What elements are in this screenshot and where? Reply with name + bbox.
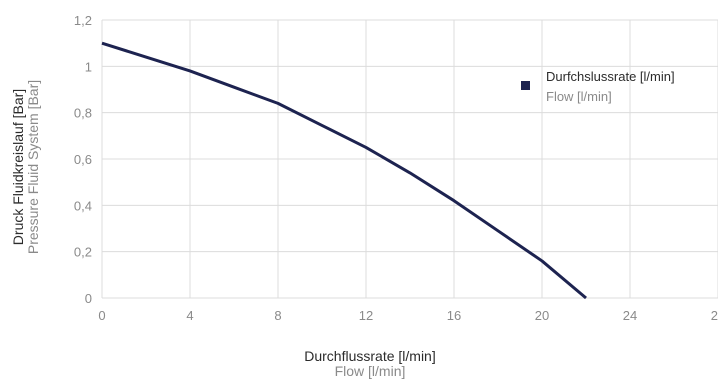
legend: Durfchslussrate [l/min] Flow [l/min]	[521, 69, 675, 104]
x-axis-title: Durchflussrate [l/min] Flow [l/min]	[304, 348, 435, 379]
x-tick-labels: 0 4 8 12 16 20 24 28	[98, 308, 718, 323]
y-tick-label: 0,8	[74, 106, 92, 121]
series-lines	[101, 41, 587, 300]
grid-lines	[101, 19, 718, 299]
y-tick-label: 0,6	[74, 152, 92, 167]
legend-label: Durfchslussrate [l/min]	[546, 69, 675, 84]
x-tick-label: 16	[447, 308, 461, 323]
legend-label-secondary: Flow [l/min]	[546, 89, 612, 104]
y-tick-labels: 0 0,2 0,4 0,6 0,8 1 1,2	[74, 13, 92, 306]
x-axis-label: Durchflussrate [l/min]	[304, 348, 435, 364]
x-tick-label: 12	[359, 308, 373, 323]
x-axis-label-secondary: Flow [l/min]	[335, 363, 406, 379]
legend-swatch	[521, 81, 530, 90]
series-line	[101, 41, 587, 300]
y-axis-label-secondary: Pressure Fluid System [Bar]	[25, 80, 41, 254]
x-tick-label: 20	[535, 308, 549, 323]
x-tick-label: 4	[186, 308, 193, 323]
x-tick-label: 28	[711, 308, 718, 323]
y-tick-label: 0,2	[74, 245, 92, 260]
x-tick-label: 8	[274, 308, 281, 323]
y-tick-label: 1	[85, 59, 92, 74]
y-axis-label: Druck Fluidkreislauf [Bar]	[10, 89, 26, 245]
x-tick-label: 0	[98, 308, 105, 323]
y-tick-label: 0,4	[74, 198, 92, 213]
y-axis-title: Druck Fluidkreislauf [Bar] Pressure Flui…	[10, 80, 41, 254]
x-tick-label: 24	[623, 308, 637, 323]
y-tick-label: 1,2	[74, 13, 92, 28]
y-tick-label: 0	[85, 291, 92, 306]
